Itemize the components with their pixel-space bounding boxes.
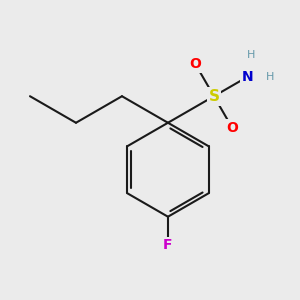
Text: O: O: [226, 121, 238, 135]
Text: N: N: [242, 70, 254, 84]
Text: S: S: [208, 89, 219, 104]
Text: H: H: [247, 50, 256, 60]
Text: F: F: [163, 238, 173, 252]
Text: H: H: [266, 72, 274, 82]
Text: O: O: [190, 57, 202, 71]
